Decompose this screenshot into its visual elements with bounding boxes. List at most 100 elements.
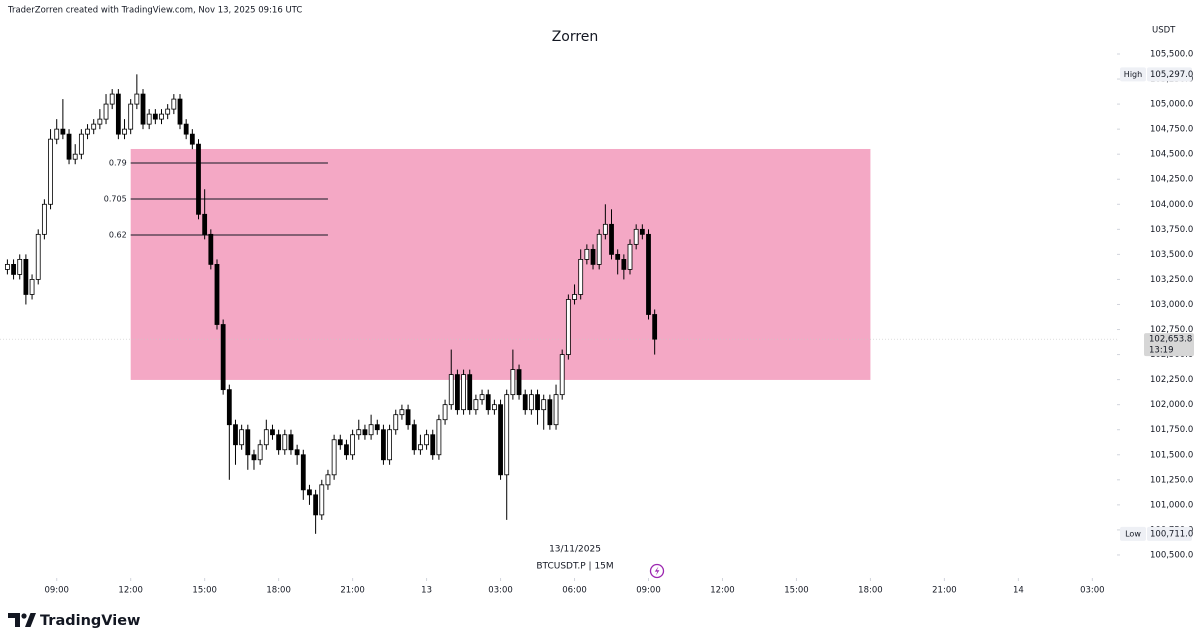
fib-label: 0.79 bbox=[109, 159, 127, 168]
date-label: 13/11/2025 bbox=[549, 545, 601, 555]
fib-label: 0.62 bbox=[109, 230, 127, 239]
candle-body bbox=[165, 108, 171, 115]
x-tick-label: 18:00 bbox=[266, 586, 291, 596]
extreme-value-box bbox=[1147, 67, 1192, 82]
y-tick-label: 104,000.0 bbox=[1150, 200, 1193, 210]
x-tick-label: 14 bbox=[1013, 586, 1024, 596]
candle-body bbox=[313, 494, 319, 516]
extreme-value: 100,711.0 bbox=[1150, 529, 1193, 539]
candle-body bbox=[177, 98, 183, 125]
candle-body bbox=[294, 449, 300, 456]
candle-body bbox=[590, 248, 596, 265]
candle-body bbox=[473, 399, 479, 411]
candle-body bbox=[411, 424, 417, 451]
brand-logo: TradingView bbox=[8, 613, 140, 629]
candle-body bbox=[159, 113, 164, 120]
candle-body bbox=[535, 394, 540, 411]
candle-body bbox=[146, 113, 152, 125]
candle-body bbox=[60, 128, 66, 135]
extreme-tag bbox=[1120, 67, 1146, 82]
extreme-tag bbox=[1120, 526, 1146, 541]
y-tick-label: 101,000.0 bbox=[1150, 500, 1193, 510]
candle-body bbox=[115, 93, 121, 135]
x-tick-label: 09:00 bbox=[44, 586, 69, 596]
brand: TradingView bbox=[40, 613, 140, 629]
candle-body bbox=[128, 103, 134, 130]
candle-body bbox=[510, 369, 516, 396]
candle-body bbox=[134, 93, 140, 105]
candle-body bbox=[220, 324, 226, 391]
y-tick-label: 101,250.0 bbox=[1150, 475, 1193, 485]
candle-body bbox=[109, 93, 115, 105]
candle-body bbox=[270, 429, 275, 436]
candle-body bbox=[331, 439, 337, 476]
candle-body bbox=[609, 223, 614, 255]
candle-body bbox=[23, 258, 29, 295]
candle-body bbox=[183, 123, 189, 135]
candle-body bbox=[300, 454, 306, 491]
candle-body bbox=[424, 434, 429, 446]
candle-body bbox=[418, 444, 423, 451]
candle-body bbox=[578, 258, 584, 295]
header: TraderZorren created with TradingView.co… bbox=[7, 6, 302, 16]
candle-body bbox=[547, 399, 553, 426]
candle-body bbox=[11, 264, 16, 275]
extreme-value-box bbox=[1147, 526, 1192, 541]
candle-body bbox=[78, 133, 84, 155]
candle-body bbox=[196, 143, 201, 215]
x-tick-label: 21:00 bbox=[932, 586, 957, 596]
candle-body bbox=[559, 354, 565, 396]
x-tick-label: 13 bbox=[421, 586, 432, 596]
candle-body bbox=[189, 133, 195, 145]
chart-title: Zorren bbox=[552, 29, 599, 45]
y-tick-label: 103,250.0 bbox=[1150, 275, 1193, 285]
candle-body bbox=[627, 243, 633, 270]
alert-icon[interactable] bbox=[649, 563, 665, 579]
candle-body bbox=[208, 233, 214, 265]
last-price-value: 102,653.8 bbox=[1149, 335, 1192, 345]
candle-body bbox=[504, 394, 510, 476]
candle-body bbox=[239, 429, 245, 446]
extreme-value: 105,297.0 bbox=[1150, 70, 1193, 80]
candle-body bbox=[621, 258, 627, 270]
candle-body bbox=[516, 369, 522, 396]
candle-body bbox=[276, 434, 282, 451]
candle-body bbox=[393, 414, 399, 431]
candle-body bbox=[639, 228, 645, 235]
x-tick-label: 06:00 bbox=[562, 586, 587, 596]
candle-body bbox=[48, 138, 53, 205]
y-tick-label: 102,250.0 bbox=[1150, 375, 1193, 385]
candle-body bbox=[257, 444, 263, 461]
candle-body bbox=[572, 294, 577, 300]
y-tick-label: 104,500.0 bbox=[1150, 150, 1193, 160]
candle-body bbox=[4, 264, 10, 270]
candle-body bbox=[72, 153, 78, 160]
candle-body bbox=[307, 489, 312, 496]
y-tick-label: 104,750.0 bbox=[1150, 125, 1193, 135]
candle-body bbox=[245, 429, 251, 456]
y-tick-label: 103,750.0 bbox=[1150, 225, 1193, 235]
candle-body bbox=[91, 123, 97, 130]
logo-dot bbox=[21, 613, 27, 619]
y-tick-label: 103,000.0 bbox=[1150, 300, 1193, 310]
candle-body bbox=[565, 299, 571, 355]
x-tick-label: 03:00 bbox=[1080, 586, 1105, 596]
y-tick-label: 105,000.0 bbox=[1150, 100, 1193, 110]
candle-body bbox=[491, 404, 497, 411]
candle-body bbox=[381, 429, 386, 461]
candle-body bbox=[615, 253, 621, 260]
candle-body bbox=[263, 429, 269, 446]
candle-body bbox=[288, 434, 294, 451]
candle-body bbox=[282, 434, 288, 451]
candle-body bbox=[479, 394, 485, 401]
y-tick-label: 104,250.0 bbox=[1150, 175, 1193, 185]
candle-body bbox=[85, 128, 90, 135]
candle-body bbox=[430, 434, 436, 456]
candle-body bbox=[344, 444, 349, 456]
x-tick-label: 15:00 bbox=[784, 586, 809, 596]
candle-body bbox=[467, 374, 473, 411]
candle-body bbox=[152, 113, 158, 120]
extreme-name: High bbox=[1124, 70, 1142, 79]
candle-body bbox=[171, 98, 177, 110]
candle-body bbox=[17, 258, 23, 275]
